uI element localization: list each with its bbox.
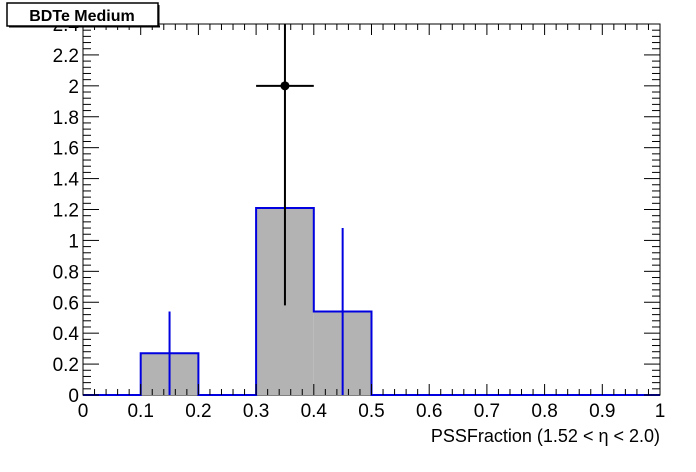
x-tick-label: 0.8 xyxy=(531,401,557,422)
x-axis-title: PSSFraction (1.52 < η < 2.0) xyxy=(431,426,660,446)
y-tick-label: 2 xyxy=(68,77,79,98)
x-tick-label: 0.7 xyxy=(474,401,500,422)
x-tick-label: 0 xyxy=(78,401,89,422)
data-point xyxy=(280,81,290,91)
x-tick-label: 0.6 xyxy=(416,401,442,422)
y-tick-label: 0.8 xyxy=(53,262,79,283)
x-tick-label: 1 xyxy=(655,401,666,422)
chart-title: BDTe Medium xyxy=(29,8,134,25)
y-tick-label: 0.2 xyxy=(53,355,79,376)
y-tick-label: 0.4 xyxy=(53,324,80,345)
x-tick-label: 0.1 xyxy=(127,401,153,422)
y-tick-label: 1 xyxy=(68,231,79,252)
y-tick-label: 1.6 xyxy=(53,139,79,160)
x-tick-label: 0.3 xyxy=(243,401,269,422)
y-tick-label: 1.8 xyxy=(53,108,79,129)
y-tick-label: 1.2 xyxy=(53,201,79,222)
x-tick-label: 0.9 xyxy=(589,401,615,422)
x-tick-label: 0.4 xyxy=(301,401,328,422)
y-tick-label: 0.6 xyxy=(53,293,79,314)
y-tick-label: 0 xyxy=(68,386,79,407)
y-tick-label: 2.2 xyxy=(53,46,79,67)
x-tick-label: 0.5 xyxy=(358,401,384,422)
y-tick-label: 1.4 xyxy=(53,170,80,191)
x-tick-label: 0.2 xyxy=(185,401,211,422)
